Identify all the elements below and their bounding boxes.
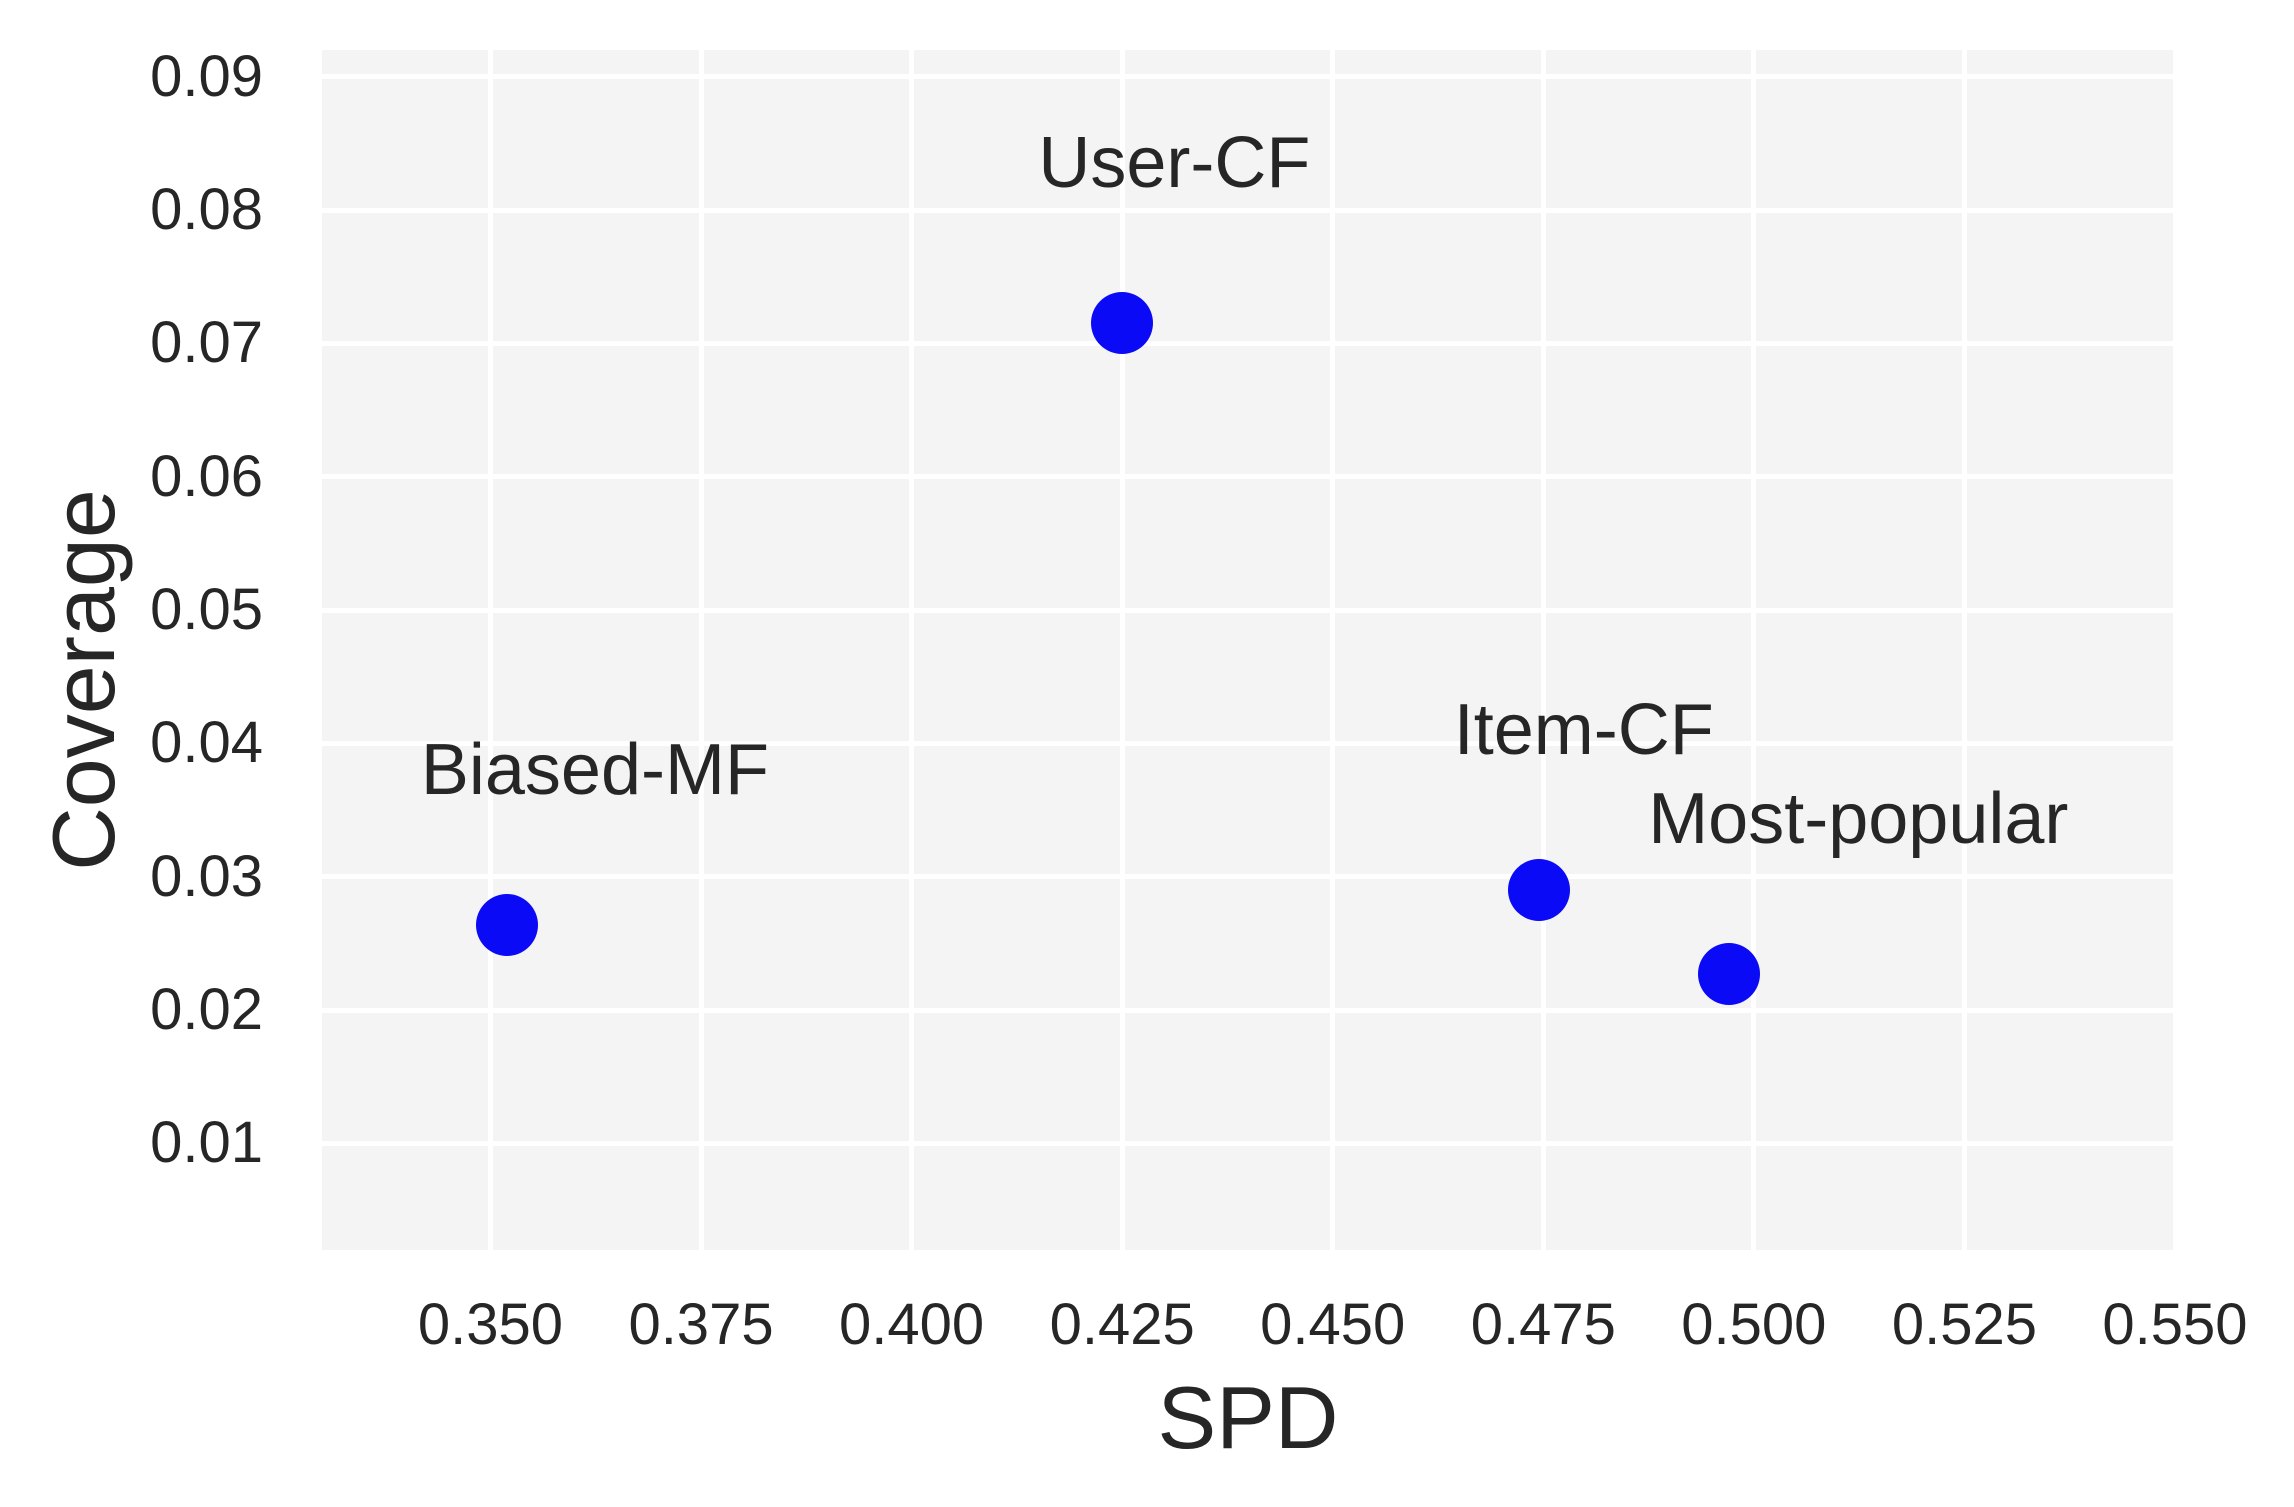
gridline-y-0.02 <box>322 1007 2175 1013</box>
y-tick-label-0.03: 0.03 <box>150 843 263 909</box>
annotation-user-cf: User-CF <box>1038 123 1311 204</box>
x-tick-label-0.550: 0.550 <box>2102 1292 2248 1357</box>
x-tick-label-0.525: 0.525 <box>1891 1292 2037 1357</box>
point-item-cf <box>1508 859 1571 921</box>
gridline-x-0.450 <box>1330 50 1336 1250</box>
x-tick-label-0.400: 0.400 <box>839 1292 985 1357</box>
point-most-popular <box>1697 943 1760 1005</box>
x-tick-label-0.425: 0.425 <box>1049 1292 1195 1357</box>
x-tick-label-0.350: 0.350 <box>417 1292 564 1357</box>
gridline-y-0.04 <box>322 740 2175 746</box>
y-tick-label-0.08: 0.08 <box>150 177 263 242</box>
gridline-y-0.03 <box>322 874 2175 880</box>
gridline-y-0.09 <box>322 74 2175 80</box>
gridline-x-0.525 <box>1961 50 1967 1250</box>
y-axis-label: Coverage <box>34 489 133 871</box>
gridline-y-0.06 <box>322 474 2175 480</box>
plot-area <box>322 50 2175 1250</box>
gridline-x-0.400 <box>909 50 915 1250</box>
y-tick-label-0.09: 0.09 <box>150 43 263 109</box>
y-tick-label-0.02: 0.02 <box>150 977 263 1042</box>
gridline-y-0.08 <box>322 207 2175 213</box>
gridline-x-0.425 <box>1119 50 1125 1250</box>
gridline-x-0.550 <box>2172 50 2175 1250</box>
gridline-x-0.350 <box>487 50 493 1250</box>
x-tick-label-0.500: 0.500 <box>1681 1292 1827 1357</box>
gridline-y-0.01 <box>322 1140 2175 1146</box>
gridline-x-0.375 <box>698 50 704 1250</box>
gridline-y-0.07 <box>322 340 2175 346</box>
y-tick-label-0.07: 0.07 <box>150 310 263 376</box>
annotation-item-cf: Item-CF <box>1453 690 1714 770</box>
y-tick-label-0.01: 0.01 <box>150 1110 263 1176</box>
point-user-cf <box>1091 292 1154 355</box>
x-axis-label: SPD <box>1157 1368 1339 1467</box>
x-tick-label-0.475: 0.475 <box>1470 1292 1616 1357</box>
gridline-x-0.475 <box>1540 50 1546 1250</box>
y-tick-label-0.05: 0.05 <box>150 577 263 642</box>
annotation-most-popular: Most-popular <box>1648 779 2069 860</box>
y-tick-label-0.04: 0.04 <box>150 710 263 776</box>
y-tick-label-0.06: 0.06 <box>150 443 263 509</box>
gridline-x-0.500 <box>1751 50 1757 1250</box>
x-tick-label-0.450: 0.450 <box>1260 1292 1406 1357</box>
point-biased-mf <box>476 893 539 956</box>
x-tick-label-0.375: 0.375 <box>628 1292 774 1357</box>
annotation-biased-mf: Biased-MF <box>420 730 769 810</box>
gridline-y-0.05 <box>322 607 2175 613</box>
